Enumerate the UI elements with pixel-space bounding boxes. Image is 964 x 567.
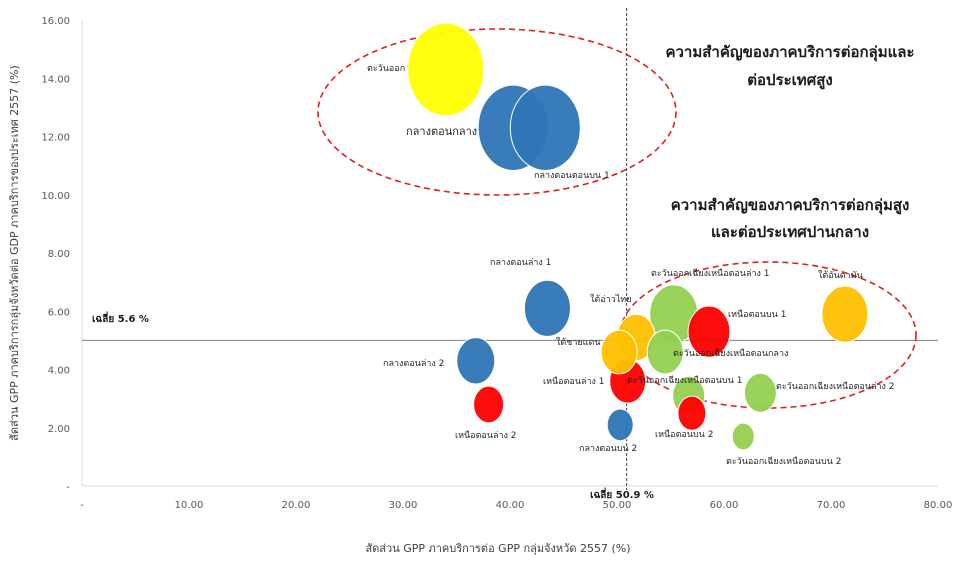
bubble-point <box>606 408 634 442</box>
bubble-point <box>743 372 777 413</box>
bubble-label: เหนือตอนล่าง 1 <box>543 376 605 387</box>
annotation-mid-line2: และต่อประเทศปานกลาง <box>711 223 869 241</box>
y-tick-group: - 2.00 4.00 6.00 8.00 10.00 12.00 14.00 16.00 <box>41 16 70 493</box>
bubble-point <box>473 385 505 424</box>
bubble-point <box>407 22 485 117</box>
bubble-point <box>687 305 731 358</box>
bubble-label: ตะวันออกเฉียงเหนือตอนล่าง 2 <box>776 381 895 392</box>
y-tick-label: 16.00 <box>41 16 70 27</box>
bubble-point <box>523 279 571 337</box>
bubble-group <box>407 22 869 451</box>
annotation-top-line2: ต่อประเทศสูง <box>747 71 832 90</box>
bubble-label: ใต้อันดามัน <box>818 270 863 281</box>
bubble-point <box>677 395 707 431</box>
bubble-point <box>456 337 496 385</box>
bubble-label: กลางตอนล่าง 2 <box>383 359 444 369</box>
x-tick-label: 10.00 <box>175 500 204 511</box>
bubble-label: ใต้ชายแดน <box>556 337 600 348</box>
y-axis-title: สัดส่วน GPP ภาคบริการกลุ่มจังหวัดต่อ GDP… <box>8 65 21 441</box>
bubble-label: กลางตอนกลาง <box>406 125 477 138</box>
avg-y-label: เฉลี่ย 5.6 % <box>92 311 149 325</box>
group-ellipse-high <box>317 28 677 196</box>
group-ellipse-mid <box>619 261 917 409</box>
bubble-label: ตะวันออกเฉียงเหนือตอนบน 2 <box>726 456 841 467</box>
bubble-label: ตะวันออกเฉียงเหนือตอนกลาง <box>673 348 788 359</box>
y-tick-label: 6.00 <box>48 307 70 318</box>
x-tick-label: 40.00 <box>496 500 525 511</box>
x-axis-title: สัดส่วน GPP ภาคบริการต่อ GPP กลุ่มจังหวั… <box>365 542 630 555</box>
y-tick-label: 12.00 <box>41 133 70 144</box>
bubble-label: กลางตอนบน 2 <box>579 444 637 454</box>
bubble-label: เหนือตอนล่าง 2 <box>455 430 517 441</box>
bubble-label: กลางตอนตอนบน 1 <box>534 171 610 181</box>
bubble-point <box>600 329 638 375</box>
bubble-point <box>731 422 755 451</box>
annotation-top-line1: ความสำคัญของภาคบริการต่อกลุ่มและ <box>665 43 914 62</box>
x-tick-label: 50.00 <box>603 500 632 511</box>
y-tick-label: 2.00 <box>48 424 70 435</box>
bubble-point <box>821 285 869 343</box>
annotation-mid-line1: ความสำคัญของภาคบริการต่อกลุ่มสูง <box>671 196 910 215</box>
x-tick-group: - 10.00 20.00 30.00 40.00 50.00 60.00 70.00 80.0… <box>80 500 952 511</box>
bubble-point <box>509 84 581 171</box>
avg-x-label: เฉลี่ย 50.9 % <box>590 487 654 501</box>
bubble-label: ตะวันออกเฉียงเหนือตอนบน 1 <box>627 375 742 386</box>
y-tick-label: 8.00 <box>48 249 70 260</box>
y-tick-label: 14.00 <box>41 74 70 85</box>
x-tick-label: - <box>80 500 84 511</box>
bubble-label: เหนือตอนบน 2 <box>655 429 713 440</box>
bubble-point <box>646 329 684 375</box>
x-tick-label: 70.00 <box>817 500 846 511</box>
group-ellipses <box>317 28 917 409</box>
x-tick-label: 60.00 <box>710 500 739 511</box>
x-tick-label: 20.00 <box>282 500 311 511</box>
average-lines <box>82 8 938 490</box>
bubble-label: เหนือตอนบน 1 <box>728 309 786 320</box>
y-tick-label: - <box>66 482 70 493</box>
bubble-label: กลางตอนล่าง 1 <box>490 258 551 268</box>
y-tick-label: 10.00 <box>41 191 70 202</box>
x-tick-label: 80.00 <box>924 500 953 511</box>
y-tick-label: 4.00 <box>48 366 70 377</box>
x-tick-label: 30.00 <box>389 500 418 511</box>
bubble-label: ตะวันออก <box>367 64 405 74</box>
bubble-label: ใต้อ่าวไทย <box>590 294 631 305</box>
bubble-label: ตะวันออกเฉียงเหนือตอนล่าง 1 <box>651 268 770 279</box>
